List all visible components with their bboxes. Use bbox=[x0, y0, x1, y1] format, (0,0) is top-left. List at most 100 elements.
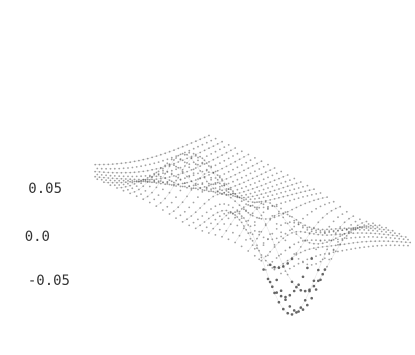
surface-point-930 bbox=[240, 245, 243, 248]
surface-point-455 bbox=[299, 181, 302, 183]
surface-point-112 bbox=[109, 174, 112, 177]
surface-point-978 bbox=[341, 229, 344, 232]
surface-point-109 bbox=[122, 175, 125, 178]
surface-point-76 bbox=[129, 171, 132, 174]
surface-point-752 bbox=[243, 217, 245, 219]
surface-point-431 bbox=[249, 192, 252, 195]
surface-point-842 bbox=[315, 263, 317, 265]
surface-point-810 bbox=[299, 289, 303, 292]
surface-point-489 bbox=[306, 184, 309, 187]
surface-point-4 bbox=[190, 142, 193, 144]
surface-point-931 bbox=[391, 229, 394, 232]
surface-point-329 bbox=[229, 186, 232, 189]
surface-point-984 bbox=[315, 229, 317, 232]
surface-point-678 bbox=[256, 247, 258, 250]
surface-point-344 bbox=[164, 164, 167, 167]
surface-point-272 bbox=[168, 179, 171, 182]
surface-point-443 bbox=[197, 156, 199, 159]
surface-point-953 bbox=[295, 218, 298, 221]
surface-point-693 bbox=[345, 210, 348, 213]
surface-point-818 bbox=[264, 223, 267, 225]
surface-point-221 bbox=[236, 166, 239, 169]
surface-point-688 bbox=[212, 214, 215, 217]
surface-point-408 bbox=[194, 163, 197, 166]
surface-point-537 bbox=[251, 201, 254, 204]
surface-wire-8 bbox=[116, 160, 262, 189]
surface-point-496 bbox=[275, 193, 278, 195]
surface-point-497 bbox=[271, 194, 274, 197]
surface-point-1040 bbox=[376, 236, 379, 239]
surface-point-605 bbox=[264, 218, 267, 220]
surface-point-73 bbox=[142, 170, 145, 173]
surface-point-628 bbox=[319, 205, 322, 208]
surface-point-452 bbox=[157, 194, 160, 197]
surface-point-235 bbox=[175, 185, 178, 187]
surface-point-783 bbox=[262, 242, 265, 244]
surface-point-590 bbox=[175, 217, 177, 220]
surface-point-881 bbox=[299, 237, 302, 239]
surface-point-122 bbox=[208, 161, 210, 163]
surface-point-954 bbox=[291, 216, 293, 218]
surface-point-281 bbox=[129, 184, 132, 187]
surface-point-95 bbox=[184, 165, 186, 167]
surface-point-893 bbox=[247, 219, 250, 222]
surface-point-986 bbox=[306, 226, 309, 229]
surface-point-140 bbox=[129, 178, 132, 181]
surface-point-185 bbox=[238, 158, 241, 161]
surface-point-533 bbox=[269, 199, 272, 201]
surface-point-1117 bbox=[323, 253, 326, 255]
surface-point-421 bbox=[293, 177, 296, 180]
surface-point-964 bbox=[247, 250, 250, 252]
surface-point-100 bbox=[162, 172, 164, 175]
surface-point-71 bbox=[151, 168, 154, 171]
surface-point-944 bbox=[334, 228, 337, 230]
surface-point-856 bbox=[253, 201, 256, 204]
surface-point-513 bbox=[201, 161, 204, 164]
surface-point-779 bbox=[279, 289, 283, 293]
surface-point-50 bbox=[113, 167, 116, 170]
surface-point-905 bbox=[350, 227, 352, 230]
surface-point-566 bbox=[280, 202, 282, 205]
surface-point-1113 bbox=[341, 249, 344, 252]
surface-point-1126 bbox=[284, 270, 287, 272]
surface-point-378 bbox=[170, 158, 173, 161]
surface-point-301 bbox=[197, 188, 199, 191]
surface-point-37 bbox=[170, 156, 173, 159]
surface-point-572 bbox=[253, 206, 256, 209]
surface-point-731 bbox=[334, 232, 337, 235]
surface-point-892 bbox=[251, 212, 254, 215]
surface-point-130 bbox=[173, 175, 175, 177]
surface-point-660 bbox=[334, 207, 337, 210]
surface-point-488 bbox=[155, 205, 158, 208]
surface-point-490 bbox=[302, 185, 304, 188]
surface-point-44 bbox=[140, 165, 143, 168]
surface-point-283 bbox=[120, 186, 123, 189]
surface-point-93 bbox=[192, 161, 195, 164]
surface-point-1077 bbox=[361, 241, 363, 243]
surface-point-983 bbox=[319, 230, 322, 232]
surface-point-10 bbox=[164, 152, 167, 155]
surface-point-217 bbox=[254, 157, 256, 159]
surface-point-493 bbox=[289, 189, 291, 192]
surface-point-353 bbox=[280, 170, 283, 173]
surface-point-11 bbox=[159, 153, 162, 156]
surface-point-1059 bbox=[293, 243, 296, 246]
surface-point-1116 bbox=[328, 252, 331, 255]
surface-point-759 bbox=[212, 227, 215, 230]
surface-point-437 bbox=[223, 191, 226, 194]
surface-point-974 bbox=[358, 228, 361, 231]
surface-point-780 bbox=[275, 278, 279, 282]
surface-point-642 bbox=[258, 233, 261, 236]
surface-point-278 bbox=[142, 178, 145, 181]
surface-point-996 bbox=[262, 244, 265, 247]
surface-point-1125 bbox=[288, 267, 291, 270]
surface-point-290 bbox=[245, 174, 248, 177]
surface-point-859 bbox=[240, 217, 243, 220]
surface-point-501 bbox=[254, 198, 256, 200]
surface-point-807 bbox=[312, 284, 316, 288]
surface-point-245 bbox=[131, 181, 134, 184]
surface-point-510 bbox=[214, 170, 217, 173]
surface-point-855 bbox=[258, 201, 261, 203]
surface-wire-20 bbox=[195, 206, 341, 269]
surface-point-379 bbox=[166, 162, 169, 165]
